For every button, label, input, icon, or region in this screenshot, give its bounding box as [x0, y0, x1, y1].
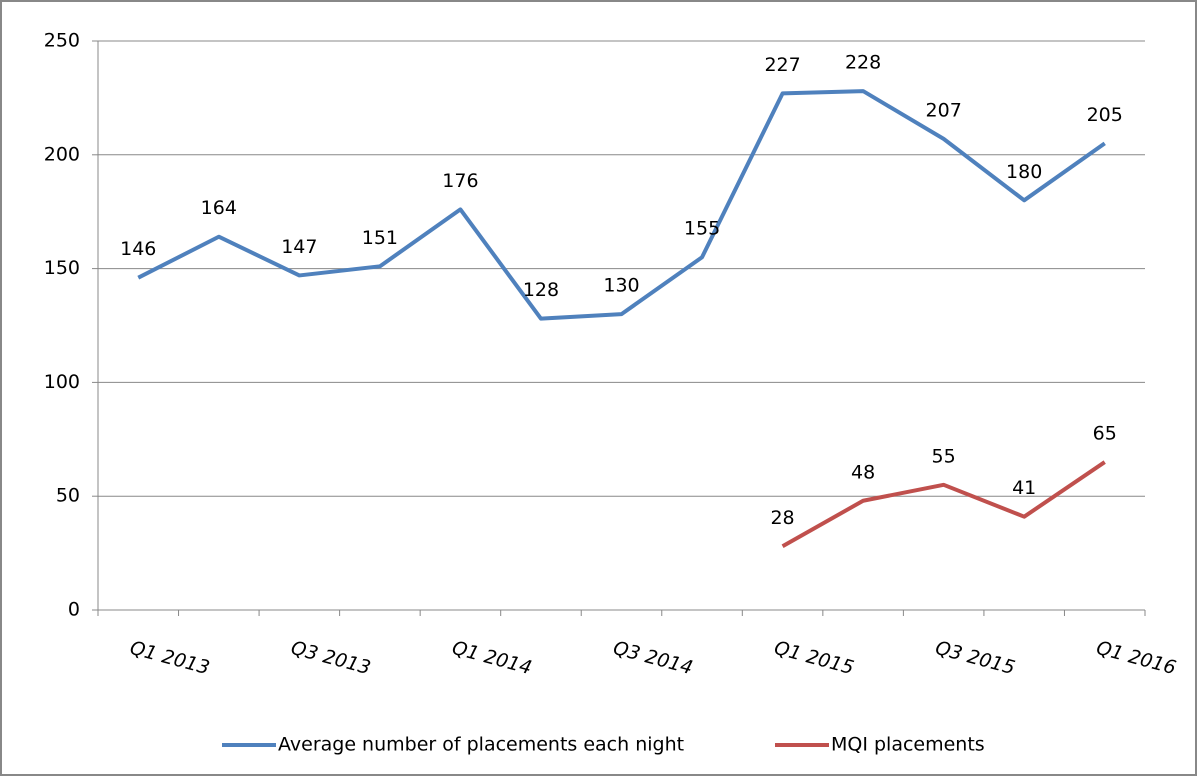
y-tick-label: 50: [56, 485, 80, 507]
data-label: 130: [603, 275, 639, 297]
data-label: 227: [764, 54, 800, 76]
y-tick-label: 200: [44, 143, 80, 165]
data-label: 164: [201, 197, 237, 219]
y-tick-label: 100: [44, 371, 80, 393]
data-label: 205: [1087, 104, 1123, 126]
y-tick-label: 0: [68, 599, 80, 621]
data-label: 228: [845, 52, 881, 74]
data-label: 180: [1006, 161, 1042, 183]
data-label: 48: [851, 461, 875, 483]
series-line: [781, 460, 1106, 549]
legend-label: MQI placements: [831, 734, 985, 756]
data-label: 28: [770, 507, 794, 529]
legend-label: Average number of placements each night: [278, 734, 684, 756]
data-label: 128: [523, 279, 559, 301]
data-label: 151: [362, 227, 398, 249]
data-label: 65: [1093, 423, 1117, 445]
y-tick-label: 250: [44, 30, 80, 52]
y-tick-label: 150: [44, 257, 80, 279]
data-label: 41: [1012, 477, 1036, 499]
data-label: 155: [684, 218, 720, 240]
data-label: 176: [442, 170, 478, 192]
data-label: 146: [120, 238, 156, 260]
data-label: 55: [932, 445, 956, 467]
series-line: [137, 89, 1106, 321]
data-label: 207: [926, 99, 962, 121]
data-label: 147: [281, 236, 317, 258]
